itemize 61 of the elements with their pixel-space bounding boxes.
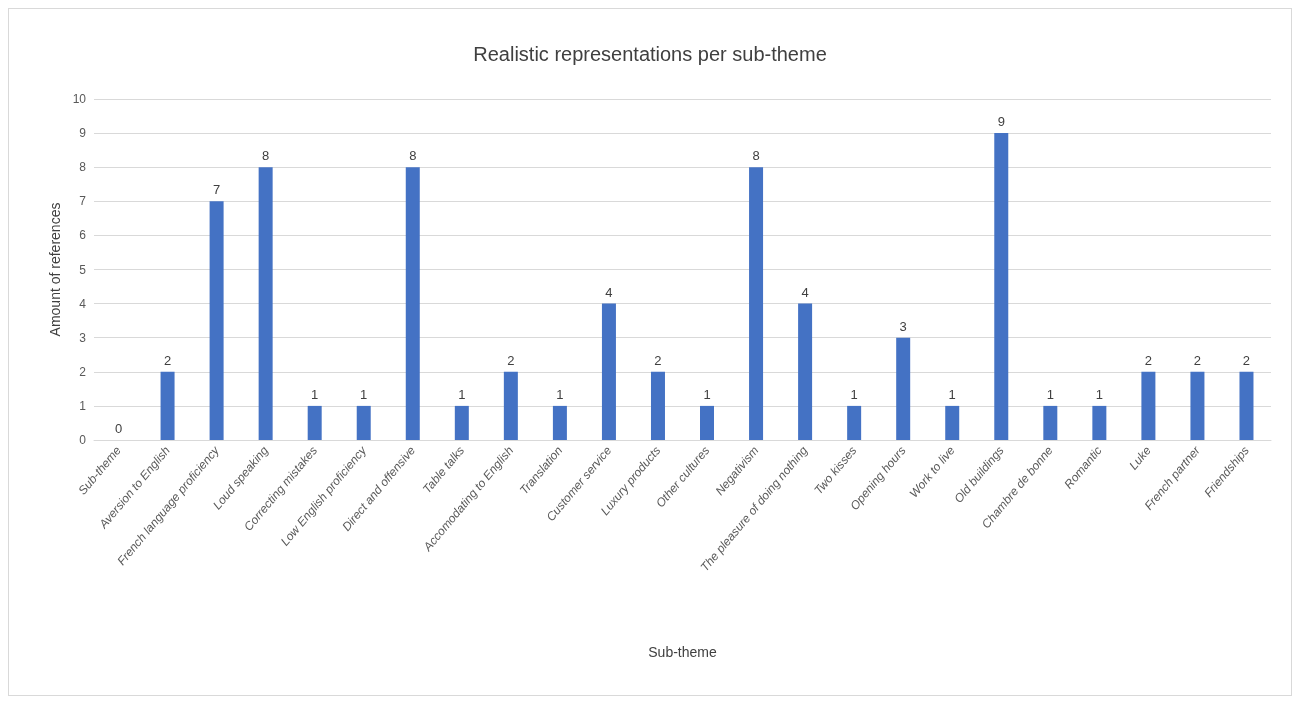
data-label: 3: [899, 318, 907, 334]
y-tick-label: 1: [79, 398, 87, 413]
y-tick-label: 4: [79, 296, 87, 311]
bar: [160, 371, 175, 440]
y-tick-label: 2: [79, 364, 87, 379]
data-label: 2: [1193, 352, 1202, 368]
data-label: 1: [703, 386, 711, 402]
y-axis-title: Amount of references: [46, 202, 63, 337]
data-label: 8: [752, 148, 760, 164]
data-label: 1: [556, 386, 564, 402]
bar: [258, 167, 273, 440]
data-label: 2: [1144, 352, 1153, 368]
bar: [307, 405, 322, 440]
y-tick-label: 0: [79, 433, 87, 447]
y-tick-label: 3: [79, 330, 87, 345]
bar: [1141, 371, 1156, 440]
bar: [356, 405, 371, 440]
bar: [1092, 405, 1107, 440]
data-label: 1: [458, 386, 466, 402]
data-label: 4: [605, 284, 613, 300]
bar: [209, 201, 224, 440]
data-label: 8: [409, 148, 417, 164]
data-label: 2: [507, 352, 515, 368]
bar: [1043, 405, 1058, 440]
bar: [454, 405, 469, 440]
bar: [700, 405, 715, 440]
y-tick-label: 9: [79, 126, 87, 141]
bar: [650, 371, 665, 440]
y-tick-label: 8: [79, 160, 87, 175]
data-label: 1: [850, 386, 858, 402]
data-label: 0: [114, 421, 123, 436]
bar: [601, 303, 616, 440]
data-label: 2: [654, 352, 662, 368]
data-label: 1: [360, 386, 368, 402]
data-label: 1: [311, 386, 319, 402]
bar: [1190, 371, 1205, 440]
bar: [503, 371, 518, 440]
bar: [994, 133, 1009, 440]
bar: [798, 303, 813, 440]
y-tick-label: 10: [72, 92, 87, 106]
data-label: 2: [1242, 352, 1251, 368]
data-label: 9: [997, 114, 1005, 130]
bar: [552, 405, 567, 440]
data-label: 1: [1095, 386, 1103, 402]
data-label: 7: [212, 182, 221, 198]
bar: [945, 405, 960, 440]
data-label: 1: [948, 386, 956, 402]
y-tick-label: 6: [79, 228, 87, 243]
y-tick-label: 7: [79, 194, 87, 209]
bar: [405, 167, 420, 440]
x-axis-title: Sub-theme: [648, 644, 717, 660]
data-label: 8: [262, 148, 270, 164]
data-label: 1: [1046, 386, 1054, 402]
y-tick-label: 5: [79, 262, 87, 277]
bar: [749, 167, 764, 440]
bar: [896, 337, 911, 440]
chart-title: Realistic representations per sub-theme: [473, 43, 827, 65]
bar: [1239, 371, 1254, 440]
bar: [847, 405, 862, 440]
data-label: 2: [163, 352, 172, 368]
data-label: 4: [801, 284, 809, 300]
